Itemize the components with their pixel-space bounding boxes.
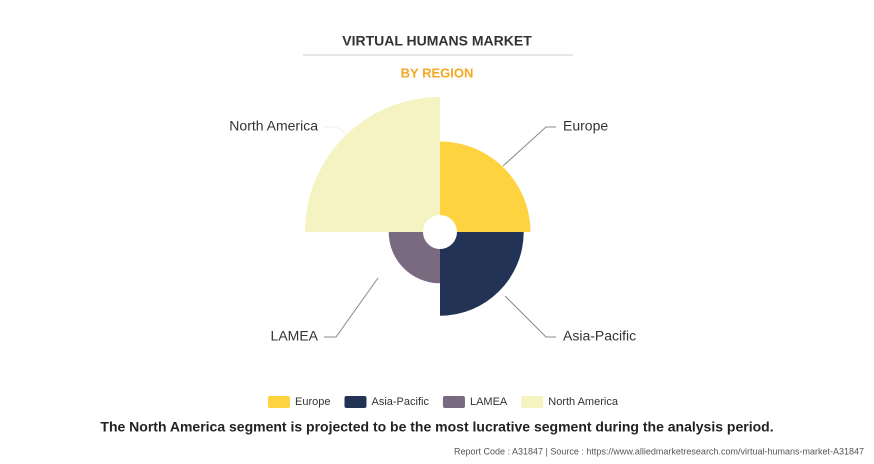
legend-swatch — [268, 396, 290, 408]
legend-swatch — [442, 396, 465, 408]
legend-label: Europe — [295, 396, 330, 408]
leader-line — [502, 126, 556, 167]
segment — [305, 97, 440, 232]
legend-swatch — [521, 396, 544, 408]
segment-label: North America — [229, 118, 318, 134]
legend-swatch — [344, 396, 367, 408]
leader-lines — [324, 126, 556, 338]
segment — [440, 141, 531, 232]
legend-label: Asia-Pacific — [371, 396, 429, 408]
segment-label: LAMEA — [271, 328, 319, 344]
leader-line — [504, 295, 556, 338]
segment-label: Asia-Pacific — [563, 328, 636, 344]
segment-label: Europe — [563, 118, 608, 134]
segment — [388, 232, 440, 284]
chart-subtitle: BY REGION — [401, 65, 474, 80]
leader-line — [324, 277, 379, 338]
caption: The North America segment is projected t… — [100, 419, 773, 435]
segment — [440, 232, 524, 316]
legend-label: LAMEA — [470, 396, 508, 408]
source: Report Code : A31847 | Source : https://… — [454, 446, 864, 456]
legend-label: North America — [548, 396, 619, 408]
chart-title: VIRTUAL HUMANS MARKET — [342, 33, 532, 49]
